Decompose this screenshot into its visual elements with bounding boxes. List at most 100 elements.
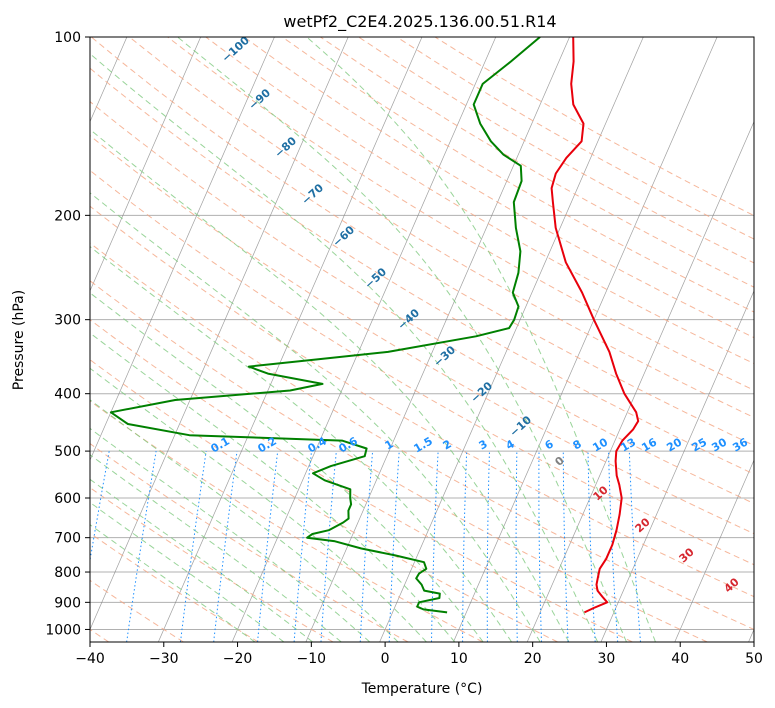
moist-adiabat [90, 367, 427, 642]
dry-adiabat [90, 37, 754, 446]
x-tick-label: −10 [297, 651, 327, 667]
moist-adiabat [90, 53, 599, 642]
background-grid [90, 37, 754, 642]
dry-adiabat [129, 37, 754, 419]
moist-adiabat [90, 245, 513, 642]
y-tick-label: 600 [54, 491, 81, 507]
x-tick-label: 50 [745, 651, 763, 667]
y-tick-label: 1000 [45, 622, 81, 638]
isotherm [379, 37, 644, 642]
mixing-ratio-label: 0.4 [306, 434, 330, 455]
mixing-ratio-line [538, 451, 542, 642]
dry-adiabat-label: −20 [468, 379, 495, 405]
mixing-ratio-label: 6 [543, 437, 556, 452]
moist-adiabat [90, 399, 399, 642]
isotherm [600, 290, 754, 642]
moist-adiabat [90, 501, 285, 642]
dry-adiabat [90, 487, 334, 642]
mixing-ratio-line [257, 451, 279, 642]
x-tick-label: 20 [524, 651, 542, 667]
moist-adiabat [177, 37, 627, 642]
chart-title: wetPf2_C2E4.2025.136.00.51.R14 [283, 12, 556, 32]
moist-adiabat [90, 292, 484, 642]
x-tick-label: −30 [149, 651, 179, 667]
mixing-ratio-line [587, 451, 596, 642]
moist-adiabat [306, 37, 656, 642]
mixing-ratio-line [320, 451, 337, 642]
mixing-ratio-line [90, 451, 110, 563]
mixing-ratio-line [431, 451, 439, 642]
isotherm [748, 628, 754, 642]
dry-adiabat [90, 205, 754, 598]
moist-adiabat [90, 128, 570, 642]
line-labels: −100−90−80−70−60−50−40−30−20−10010203040… [209, 34, 751, 596]
dry-adiabat [90, 100, 754, 505]
moist-adiabat [90, 524, 256, 642]
x-tick-label: −20 [223, 651, 253, 667]
dry-adiabat [90, 442, 409, 642]
isotherm [453, 37, 718, 642]
dry-adiabat [90, 169, 754, 566]
x-tick-label: 10 [450, 651, 468, 667]
mixing-ratio-label: 0.6 [337, 434, 361, 455]
mixing-ratio-line [359, 451, 374, 642]
profile-line-0 [550, 37, 640, 614]
dry-adiabat-label: −50 [362, 265, 389, 291]
dry-adiabat-label: 0 [552, 454, 567, 469]
x-tick-label: 40 [671, 651, 689, 667]
dry-adiabat [320, 37, 754, 288]
y-tick-label: 100 [54, 30, 81, 46]
dry-adiabat [90, 532, 259, 642]
isotherm [526, 120, 754, 642]
dry-adiabat-label: −70 [299, 181, 326, 207]
mixing-ratio-label: 0.1 [209, 434, 232, 455]
y-tick-label: 800 [54, 565, 81, 581]
mixing-ratio-line [293, 451, 312, 642]
dry-adiabat [434, 37, 754, 217]
isotherm [90, 37, 349, 631]
dry-adiabat [167, 37, 754, 391]
y-tick-label: 200 [54, 208, 81, 224]
x-tick-label: 0 [381, 651, 390, 667]
mixing-ratio-line [562, 451, 569, 642]
dry-adiabat-label: −10 [507, 413, 534, 439]
mixing-ratio-line [179, 451, 207, 642]
y-tick-label: 300 [54, 313, 81, 329]
x-tick-label: 30 [598, 651, 616, 667]
x-axis-label: Temperature (°C) [361, 681, 483, 697]
mixing-ratio-line [628, 451, 641, 642]
dry-adiabat-label: −30 [431, 343, 458, 369]
x-tick-label: −40 [75, 651, 105, 667]
y-tick-label: 500 [54, 444, 81, 460]
moist-adiabat [90, 478, 313, 642]
dry-adiabat [90, 242, 754, 630]
dry-adiabat-label: −100 [219, 34, 252, 65]
isotherm [231, 37, 497, 642]
dry-adiabat [90, 134, 754, 535]
dry-adiabat-label: −80 [272, 134, 299, 160]
series-group [109, 37, 640, 614]
dry-adiabat [243, 37, 754, 339]
dry-adiabat [90, 359, 558, 642]
dry-adiabat-label: −90 [246, 86, 273, 112]
mixing-ratio-label: 1.5 [412, 434, 435, 455]
mixing-ratio-line [515, 451, 518, 642]
profile-line-1 [109, 37, 541, 614]
dry-adiabat [281, 37, 754, 313]
mixing-ratio-label: 3 [477, 437, 490, 452]
isotherm [90, 37, 275, 462]
mixing-ratio-line [486, 451, 490, 642]
dry-adiabat-label: 20 [633, 515, 653, 535]
y-tick-label: 900 [54, 595, 81, 611]
y-axis-label: Pressure (hPa) [11, 290, 27, 390]
y-axis-ticks: 100 200 300 400 500 600 700 800 900 1000 [45, 30, 90, 638]
dry-adiabat [90, 319, 633, 642]
mixing-ratio-line [126, 451, 157, 642]
isotherm [674, 459, 754, 642]
dry-adiabat [90, 280, 708, 642]
mixing-ratio-line [213, 451, 238, 642]
dry-adiabat [90, 400, 484, 642]
dry-adiabat-label: 10 [591, 483, 611, 503]
isotherm [90, 37, 201, 292]
